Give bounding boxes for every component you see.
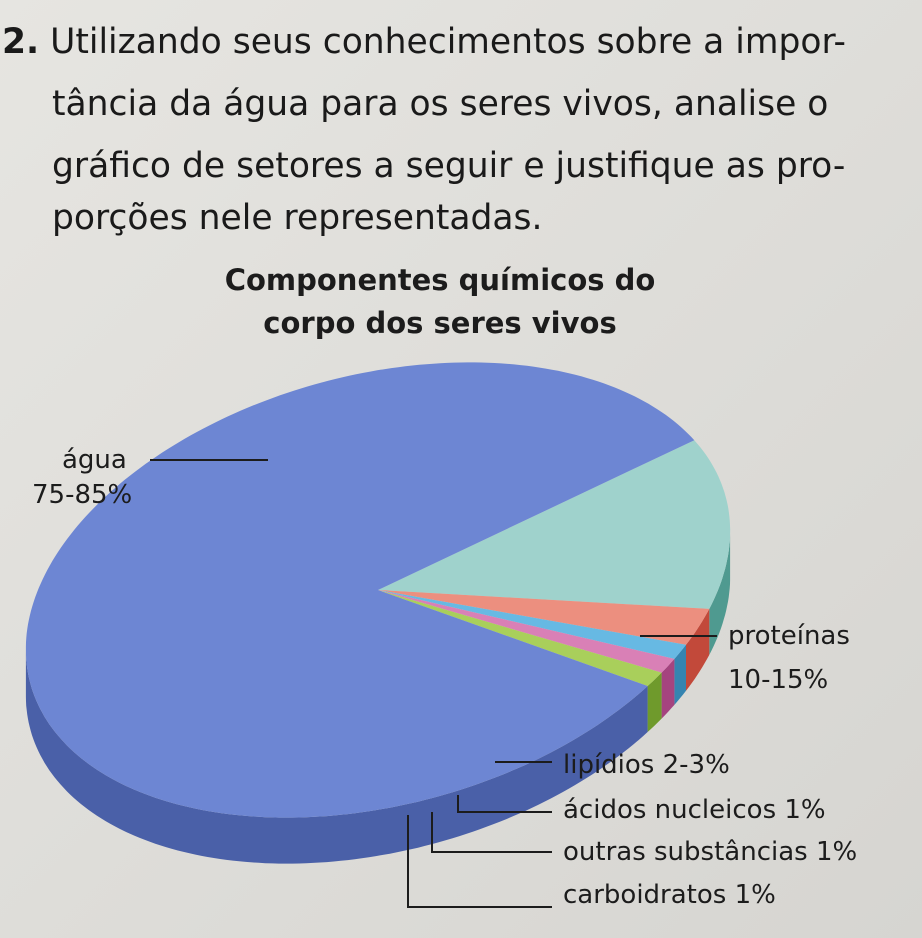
pie-slice-outras-substancias bbox=[378, 590, 675, 673]
label-outras-substancias: outras substâncias 1% bbox=[563, 837, 857, 867]
label-acidos-nucleicos: ácidos nucleicos 1% bbox=[563, 795, 826, 825]
question-line-4: porções nele representadas. bbox=[52, 198, 543, 238]
label-proteinas-value: 10-15% bbox=[728, 665, 828, 695]
question-line-3: gráfico de setores a seguir e justifique… bbox=[52, 146, 846, 186]
chart-title-line-2: corpo dos seres vivos bbox=[263, 306, 616, 340]
question-number: 2. bbox=[2, 22, 40, 62]
pie-slice-acidos-nucleicos bbox=[378, 590, 686, 659]
pie-side-agua bbox=[25, 651, 648, 864]
question-line-1: 2. Utilizando seus conhecimentos sobre a… bbox=[2, 20, 846, 66]
pie-sides bbox=[25, 533, 731, 864]
pie-tops bbox=[25, 362, 731, 818]
pie-side-outras-substancias bbox=[661, 658, 675, 719]
question-line-1-text: Utilizando seus conhecimentos sobre a im… bbox=[50, 22, 846, 62]
leader-carboidratos bbox=[407, 815, 552, 908]
pie-slice-proteinas bbox=[378, 440, 731, 609]
question-line-2: tância da água para os seres vivos, anal… bbox=[52, 84, 829, 124]
label-lipidios: lipídios 2-3% bbox=[563, 750, 730, 780]
label-carboidratos: carboidratos 1% bbox=[563, 880, 776, 910]
leader-acidos bbox=[457, 795, 552, 813]
chart-title-line-1: Componentes químicos do bbox=[225, 263, 656, 297]
pie-side-acidos-nucleicos bbox=[674, 644, 686, 705]
leader-outras bbox=[431, 812, 552, 853]
pie-side-proteinas bbox=[709, 533, 731, 655]
label-agua-value: 75-85% bbox=[32, 480, 132, 510]
pie-slice-carboidratos bbox=[378, 590, 662, 686]
label-proteinas-name: proteínas bbox=[728, 621, 850, 651]
pie-slice-agua bbox=[25, 362, 695, 818]
pie-side-carboidratos bbox=[647, 672, 662, 732]
label-agua-name: água bbox=[62, 445, 127, 475]
pie-side-lipidios bbox=[686, 608, 710, 691]
leader-lines bbox=[150, 459, 717, 908]
pie-slice-lipidios bbox=[378, 590, 710, 645]
